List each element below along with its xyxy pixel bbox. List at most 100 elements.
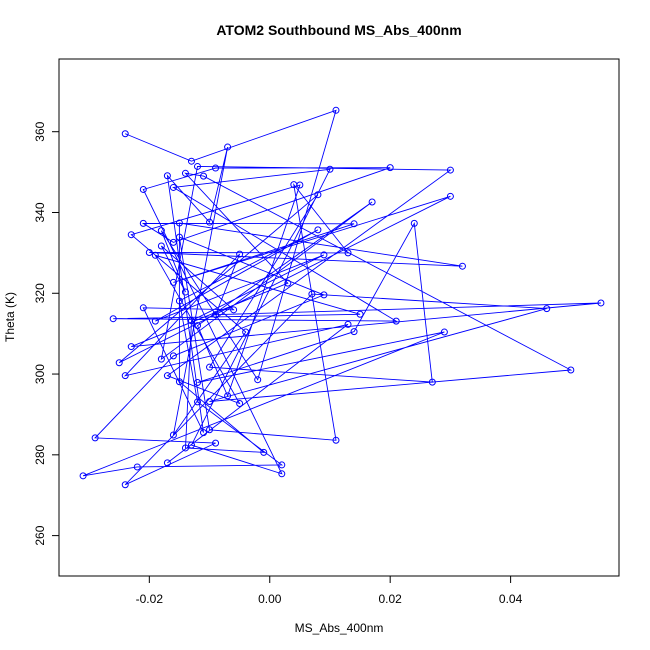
data-point [181,444,189,452]
x-tick-label: -0.02 [136,592,164,606]
y-tick-label: 360 [33,121,47,141]
data-point [254,376,262,384]
data-point [212,311,220,319]
data-point [193,379,201,387]
data-point [236,400,244,408]
y-tick-label: 320 [33,283,47,303]
data-point [175,378,183,386]
y-tick-label: 300 [33,364,47,384]
data-point [139,185,147,193]
y-axis-label: Theta (K) [3,292,17,342]
data-point [127,231,135,239]
data-point [332,106,340,114]
data-point [446,166,454,174]
data-point [236,250,244,258]
data-point [157,242,165,250]
y-tick-label: 260 [33,525,47,545]
data-point [163,459,171,467]
data-point [206,218,214,226]
data-point [157,355,165,363]
data-point [260,448,268,456]
data-point [368,198,376,206]
data-point [127,343,135,351]
data-point [290,181,298,189]
data-point [344,320,352,328]
x-tick-label: 0.02 [379,592,403,606]
data-point [224,392,232,400]
data-point [133,463,141,471]
data-point [175,219,183,227]
data-point [350,220,358,228]
data-point [115,359,123,367]
data-point [543,305,551,313]
data-point [163,172,171,180]
data-point [121,481,129,489]
data-point [410,219,418,227]
data-point [193,398,201,406]
data-point [175,233,183,241]
data-point [230,306,238,314]
data-point [145,248,153,256]
data-point [320,251,328,259]
x-tick-label: 0.04 [499,592,523,606]
data-point [326,165,334,173]
data-point [278,470,286,478]
data-point [350,328,358,336]
data-point [151,251,159,259]
data-point [193,162,201,170]
data-point [206,398,214,406]
data-point [428,378,436,386]
data-point [314,191,322,199]
data-point [440,328,448,336]
data-point [206,363,214,371]
data-point [332,436,340,444]
data-point [392,317,400,325]
data-point [169,278,177,286]
data-point [193,322,201,330]
data-point [181,169,189,177]
data-point [175,297,183,305]
data-point [278,461,286,469]
data-point [206,426,214,434]
data-point [79,472,87,480]
data-point [320,291,328,299]
data-point [308,290,316,298]
data-point [284,279,292,287]
data-point [91,434,99,442]
data-point [169,352,177,360]
chart-title: ATOM2 Southbound MS_Abs_400nm [216,22,461,38]
data-point [163,372,171,380]
data-point [169,431,177,439]
y-axis: 260 280 300 320 340 360 [33,121,60,546]
x-tick-label: 0.00 [258,592,282,606]
data-point [169,238,177,246]
data-point [567,366,575,374]
data-point [200,172,208,180]
data-point [139,304,147,312]
data-point [139,219,147,227]
y-tick-label: 340 [33,202,47,222]
data-point [597,299,605,307]
data-point [212,164,220,172]
data-point [181,288,189,296]
series-layer [79,106,605,489]
data-point [344,249,352,257]
data-point [169,183,177,191]
x-axis-label: MS_Abs_400nm [295,621,384,635]
data-point [151,317,159,325]
data-point [314,226,322,234]
x-axis: -0.02 0.00 0.02 0.04 [136,575,523,606]
data-point [356,310,364,318]
data-point [458,262,466,270]
data-point [187,157,195,165]
plot-frame [58,58,620,577]
data-point [446,192,454,200]
data-point [386,164,394,172]
data-point [121,372,129,380]
series-line [82,109,601,486]
data-point [187,441,195,449]
data-point [242,328,250,336]
data-point [187,317,195,325]
y-tick-label: 280 [33,444,47,464]
